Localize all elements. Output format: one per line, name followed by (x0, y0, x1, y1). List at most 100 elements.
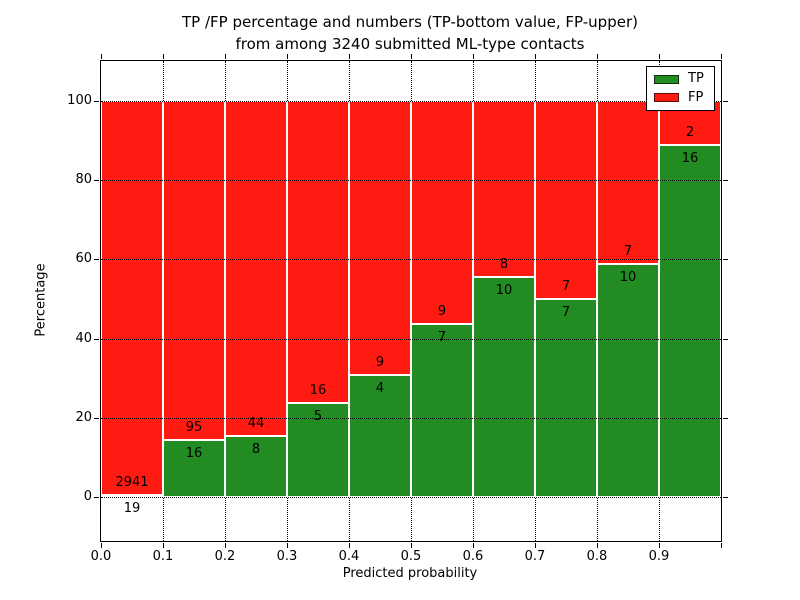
x-tick-label: 0.7 (524, 549, 546, 564)
bar-segment-tp-7 (535, 299, 597, 498)
bar-segment-fp-3 (287, 100, 349, 403)
bar-count-tp-1: 16 (185, 446, 203, 462)
x-tick-top (721, 54, 722, 59)
bar-count-tp-5: 7 (437, 329, 447, 345)
bar-segment-tp-2 (225, 436, 287, 498)
legend-swatch-tp (654, 74, 679, 84)
gridline-horizontal (101, 100, 721, 102)
x-tick-top (411, 54, 412, 59)
x-tick-bottom (287, 543, 288, 548)
chart-title-line-2: from among 3240 submitted ML-type contac… (235, 35, 585, 53)
bar-segment-fp-5 (411, 100, 473, 324)
y-tick-label: 80 (75, 172, 92, 187)
x-tick-label: 0.0 (90, 549, 112, 564)
bar-segment-tp-9 (659, 144, 721, 498)
bar-count-fp-4: 9 (375, 355, 385, 371)
gridline-horizontal (101, 418, 721, 420)
bar-count-tp-8: 10 (619, 270, 637, 285)
bar-count-fp-3: 16 (309, 382, 327, 398)
bar-count-fp-9: 2 (685, 124, 695, 140)
plot-area: 2941 19 95 16 44 8 16 5 9 4 9 7 8 10 7 7 7 10 2 16 0.0 0.1 0.2… (67, 54, 728, 564)
bar-segment-fp-1 (163, 100, 225, 441)
y-tick-right (723, 180, 728, 181)
x-tick-top (535, 54, 536, 59)
x-tick-label: 0.5 (400, 549, 422, 564)
gridline-horizontal (101, 180, 721, 181)
bar-count-fp-1: 95 (185, 420, 203, 436)
y-tick-label: 40 (75, 330, 92, 346)
y-tick-left (94, 418, 99, 420)
bar-count-fp-8: 7 (623, 244, 633, 259)
x-tick-bottom (101, 543, 102, 548)
bar-count-fp-0: 2941 (115, 474, 149, 490)
x-tick-bottom (411, 543, 412, 548)
bar-segment-tp-1 (163, 440, 225, 498)
gridline-horizontal (101, 259, 721, 261)
x-tick-bottom (473, 543, 474, 548)
chart-title: TP /FP percentage and numbers (TP-bottom… (100, 11, 720, 55)
bar-count-fp-6: 8 (499, 256, 509, 272)
x-tick-bottom (721, 543, 722, 548)
x-tick-bottom (659, 543, 660, 548)
legend-entry-tp: TP (647, 72, 714, 86)
x-tick-bottom (349, 543, 350, 548)
bar-segment-fp-4 (349, 100, 411, 376)
gridline-horizontal (101, 497, 721, 499)
legend-label-fp: FP (688, 89, 704, 105)
bar-count-tp-0: 19 (123, 500, 141, 516)
x-tick-label: 0.4 (338, 549, 360, 564)
y-tick-left (94, 259, 99, 261)
x-tick-top (473, 54, 474, 59)
bar-count-tp-2: 8 (251, 442, 261, 458)
x-tick-label: 0.1 (152, 549, 174, 564)
legend-swatch-fp (654, 93, 679, 103)
x-tick-top (287, 54, 288, 59)
y-tick-label: 0 (83, 489, 92, 505)
bar-count-fp-5: 9 (437, 303, 447, 319)
y-tick-left (94, 497, 99, 499)
y-tick-label: 100 (67, 92, 92, 108)
y-tick-left (94, 180, 99, 181)
y-tick-right (723, 497, 728, 499)
x-tick-label: 0.2 (214, 549, 236, 564)
bar-segment-fp-7 (535, 100, 597, 299)
bar-segment-fp-2 (225, 100, 287, 437)
x-tick-label: 0.3 (276, 549, 298, 564)
bar-count-tp-9: 16 (681, 150, 699, 166)
bar-count-tp-7: 7 (561, 305, 571, 321)
bar-count-fp-2: 44 (247, 416, 265, 432)
x-tick-bottom (225, 543, 226, 548)
bar-segment-fp-6 (473, 100, 535, 277)
x-tick-top (225, 54, 226, 59)
bar-segment-tp-8 (597, 264, 659, 498)
bar-segment-tp-0 (101, 494, 163, 498)
x-axis-label: Predicted probability (342, 566, 478, 581)
x-tick-bottom (535, 543, 536, 548)
bar-segment-tp-4 (349, 375, 411, 498)
bar-segment-tp-6 (473, 276, 535, 498)
x-tick-top (597, 54, 598, 59)
x-tick-top (101, 54, 102, 59)
y-tick-right (723, 418, 728, 420)
x-tick-top (659, 54, 660, 59)
bar-segment-fp-8 (597, 100, 659, 264)
y-tick-label: 20 (75, 410, 92, 426)
y-tick-right (723, 100, 728, 102)
chart-title-line-1: TP /FP percentage and numbers (TP-bottom… (182, 13, 638, 31)
y-tick-label: 60 (75, 251, 92, 267)
x-tick-label: 0.8 (586, 549, 608, 564)
y-tick-left (94, 338, 99, 340)
y-tick-left (94, 100, 99, 102)
bar-count-fp-7: 7 (561, 279, 571, 295)
bar-count-tp-4: 4 (375, 381, 385, 397)
legend-entry-fp: FP (647, 89, 714, 105)
x-tick-top (163, 54, 164, 59)
gridline-horizontal (101, 338, 721, 340)
bar-count-tp-6: 10 (495, 282, 513, 298)
y-tick-right (723, 259, 728, 261)
legend-label-tp: TP (688, 71, 704, 87)
x-tick-label: 0.9 (648, 549, 670, 564)
x-tick-bottom (163, 543, 164, 548)
bar-count-tp-3: 5 (313, 408, 323, 424)
